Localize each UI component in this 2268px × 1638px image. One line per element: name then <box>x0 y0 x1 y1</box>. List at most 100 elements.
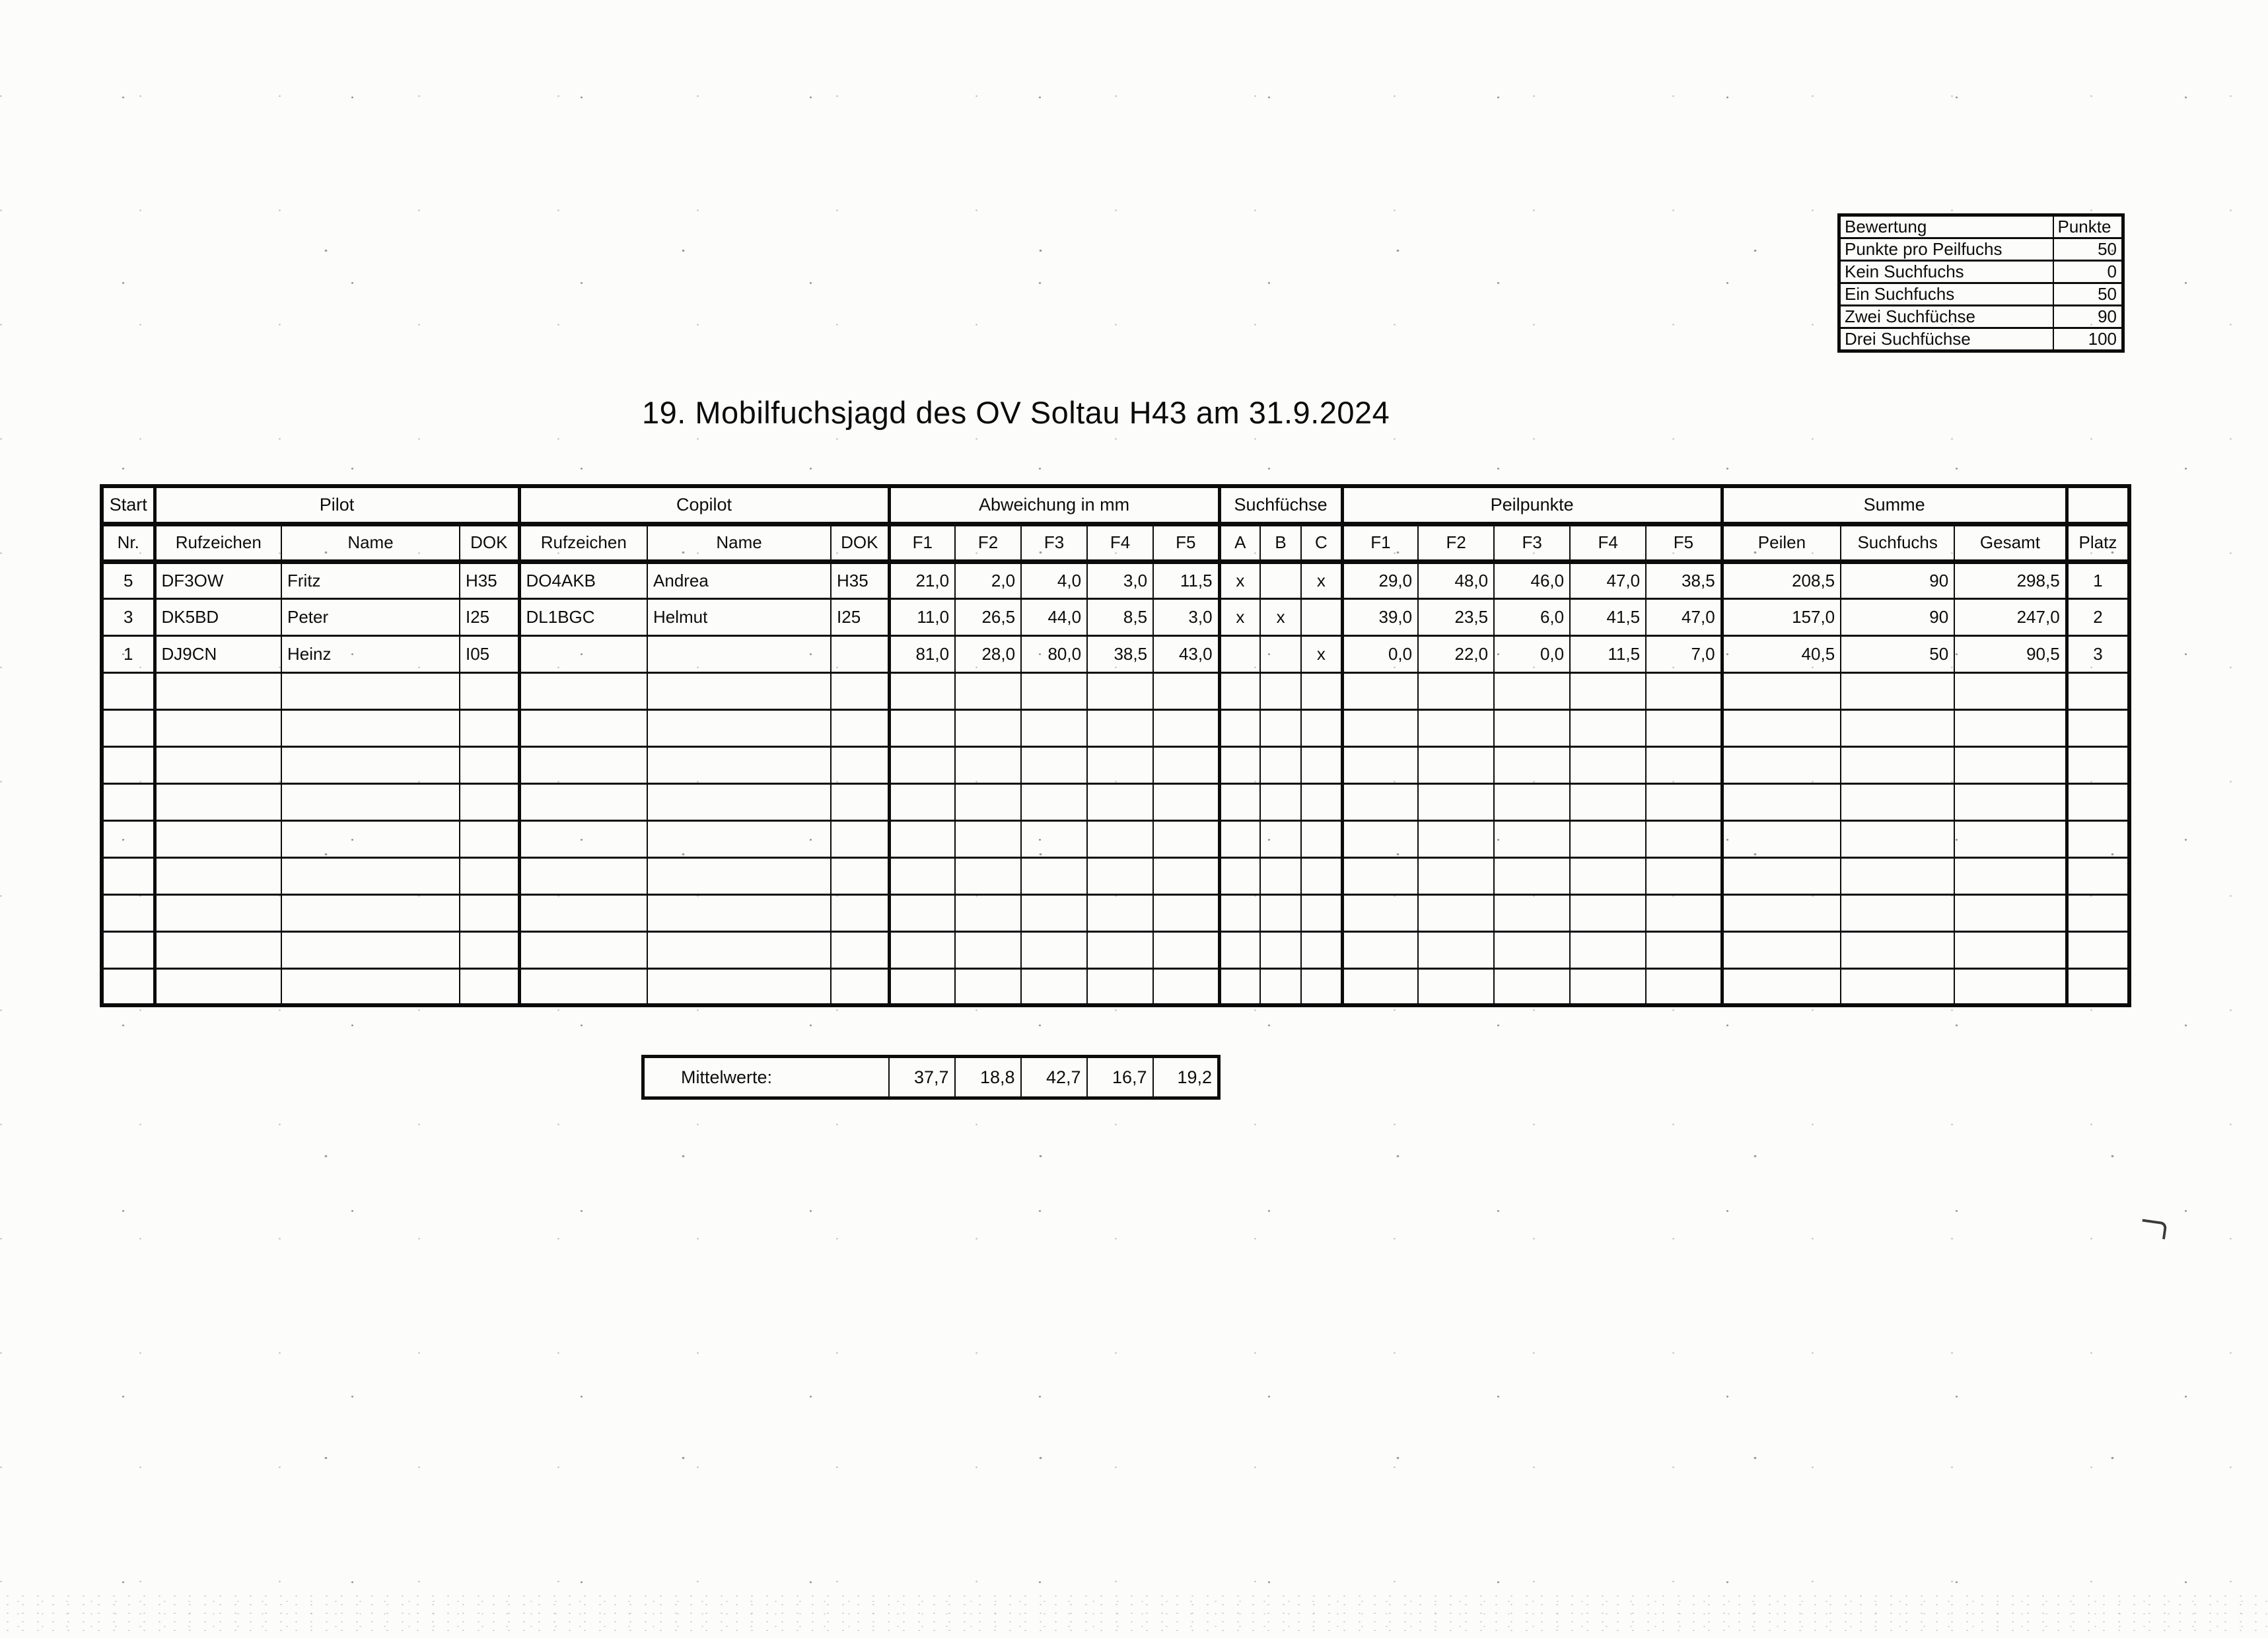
empty-cell <box>1720 856 1842 896</box>
empty-cell <box>1340 893 1419 933</box>
empty-cell <box>1569 930 1647 970</box>
peil-f5-cell: 7,0 <box>1645 634 1723 674</box>
empty-cell <box>647 893 832 933</box>
empty-cell <box>1340 708 1419 748</box>
empty-cell <box>954 930 1022 970</box>
empty-cell <box>1300 967 1343 1007</box>
empty-cell <box>1340 782 1419 822</box>
empty-cell <box>1259 782 1302 822</box>
results-table: Start Pilot Copilot Abweichung in mm Suc… <box>100 484 2132 1007</box>
empty-cell <box>1840 967 1956 1007</box>
copilot-dok-cell: I25 <box>830 597 890 637</box>
start-cell: 1 <box>101 634 155 674</box>
empty-cell <box>281 930 460 970</box>
empty-cell <box>647 745 832 785</box>
platz-cell: 3 <box>2065 634 2131 674</box>
empty-cell <box>1645 671 1723 711</box>
bewertung-label: Zwei Suchfüchse <box>1838 304 2054 329</box>
empty-cell <box>954 782 1022 822</box>
empty-cell <box>458 819 520 859</box>
page-title: 19. Mobilfuchsjagd des OV Soltau H43 am … <box>642 395 1390 430</box>
empty-cell <box>647 671 832 711</box>
empty-cell <box>1152 745 1221 785</box>
abw-f5-cell: 3,0 <box>1152 597 1221 637</box>
empty-cell <box>1840 782 1956 822</box>
empty-cell <box>2065 671 2131 711</box>
empty-cell <box>281 819 460 859</box>
copilot-dok-cell <box>830 634 890 674</box>
abw-f3-cell: 80,0 <box>1020 634 1088 674</box>
mittelwert-f3-cell: 42,7 <box>1020 1055 1088 1099</box>
sub-header-peil-f5: F5 <box>1645 522 1723 564</box>
empty-cell <box>101 708 155 748</box>
group-header-start: Start <box>101 485 155 526</box>
empty-cell <box>1020 893 1088 933</box>
sub-header-abw-f1: F1 <box>887 522 956 564</box>
result-row: 1 DJ9CN Heinz I05 81,0 28,0 80,0 38,5 43… <box>101 634 2131 674</box>
empty-cell <box>1840 745 1956 785</box>
empty-cell <box>1300 819 1343 859</box>
empty-cell <box>887 819 956 859</box>
sub-header-pilot-name: Name <box>281 522 460 564</box>
empty-row <box>101 745 2131 785</box>
empty-cell <box>1840 819 1956 859</box>
empty-cell <box>1645 893 1723 933</box>
peil-f5-cell: 38,5 <box>1645 560 1723 600</box>
empty-cell <box>2065 782 2131 822</box>
empty-cell <box>954 708 1022 748</box>
empty-cell <box>153 856 282 896</box>
empty-cell <box>1086 856 1154 896</box>
empty-cell <box>1417 819 1495 859</box>
copilot-name-cell: Helmut <box>647 597 832 637</box>
empty-cell <box>1417 708 1495 748</box>
empty-cell <box>1720 745 1842 785</box>
platz-cell: 2 <box>2065 597 2131 637</box>
empty-cell <box>1020 930 1088 970</box>
empty-cell <box>517 745 649 785</box>
empty-cell <box>1020 745 1088 785</box>
abw-f5-cell: 11,5 <box>1152 560 1221 600</box>
empty-cell <box>1259 930 1302 970</box>
empty-cell <box>1493 967 1571 1007</box>
empty-cell <box>101 930 155 970</box>
bewertung-label: Punkte pro Peilfuchs <box>1838 237 2054 262</box>
copilot-rufzeichen-cell <box>517 634 649 674</box>
empty-row <box>101 782 2131 822</box>
empty-cell <box>101 967 155 1007</box>
empty-cell <box>1300 930 1343 970</box>
empty-cell <box>281 671 460 711</box>
empty-cell <box>1493 930 1571 970</box>
sub-header-nr: Nr. <box>101 522 155 564</box>
empty-cell <box>1259 819 1302 859</box>
empty-cell <box>458 745 520 785</box>
empty-row <box>101 671 2131 711</box>
results-tbody: 5 DF3OW Fritz H35 DO4AKB Andrea H35 21,0… <box>101 560 2131 1007</box>
empty-cell <box>1086 819 1154 859</box>
platz-cell: 1 <box>2065 560 2131 600</box>
empty-cell <box>1259 671 1302 711</box>
empty-cell <box>517 967 649 1007</box>
empty-cell <box>647 819 832 859</box>
empty-cell <box>517 893 649 933</box>
summe-gesamt-cell: 298,5 <box>1954 560 2068 600</box>
abw-f3-cell: 4,0 <box>1020 560 1088 600</box>
start-cell: 5 <box>101 560 155 600</box>
empty-cell <box>1217 893 1261 933</box>
suchfuchs-b-cell: x <box>1259 597 1302 637</box>
empty-cell <box>153 893 282 933</box>
empty-cell <box>1020 856 1088 896</box>
empty-row <box>101 967 2131 1007</box>
suchfuchs-b-cell <box>1259 634 1302 674</box>
empty-row <box>101 819 2131 859</box>
empty-cell <box>281 856 460 896</box>
empty-cell <box>1259 708 1302 748</box>
empty-cell <box>1569 967 1647 1007</box>
empty-cell <box>458 967 520 1007</box>
empty-cell <box>1569 819 1647 859</box>
empty-cell <box>887 930 956 970</box>
empty-cell <box>517 708 649 748</box>
empty-cell <box>1840 671 1956 711</box>
empty-cell <box>1954 745 2068 785</box>
empty-cell <box>954 856 1022 896</box>
empty-cell <box>1954 893 2068 933</box>
